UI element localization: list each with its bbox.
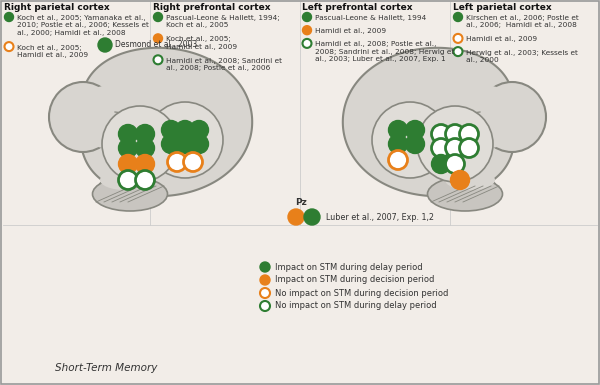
Circle shape [302,26,311,35]
Ellipse shape [92,177,167,211]
Ellipse shape [443,175,497,205]
Text: Desmond et al., 2003: Desmond et al., 2003 [115,40,197,50]
Circle shape [260,262,270,272]
Ellipse shape [100,170,150,190]
Circle shape [136,171,155,189]
Circle shape [119,139,137,157]
Text: Impact on STM during delay period: Impact on STM during delay period [275,263,422,271]
Circle shape [389,151,407,169]
Text: Kirschen et al., 2006; Postle et
al., 2006;  Hamidi et al., 2008: Kirschen et al., 2006; Postle et al., 20… [466,15,579,28]
Circle shape [136,154,155,174]
Text: Pz: Pz [295,198,307,207]
Text: Left prefrontal cortex: Left prefrontal cortex [302,3,413,12]
Circle shape [406,121,425,139]
Circle shape [389,121,407,139]
Circle shape [304,209,320,225]
Circle shape [451,171,470,189]
Circle shape [454,47,463,56]
Circle shape [454,12,463,22]
Text: Hamidi et al., 2009: Hamidi et al., 2009 [315,28,386,34]
Circle shape [445,139,464,157]
Circle shape [372,102,448,178]
Text: Short-Term Memory: Short-Term Memory [55,363,157,373]
Circle shape [154,55,163,64]
Circle shape [460,124,479,144]
Circle shape [417,106,493,182]
Circle shape [102,106,178,182]
Circle shape [431,154,451,174]
Circle shape [176,134,194,154]
Text: Luber et al., 2007, Exp. 1,2: Luber et al., 2007, Exp. 1,2 [326,213,434,221]
Text: Impact on STM during decision period: Impact on STM during decision period [275,276,434,285]
Circle shape [167,152,187,171]
Text: Hamidi et al., 2009: Hamidi et al., 2009 [466,37,537,42]
Circle shape [431,124,451,144]
Circle shape [161,121,181,139]
Circle shape [5,42,14,51]
Text: Right prefrontal cortex: Right prefrontal cortex [153,3,271,12]
Circle shape [260,288,270,298]
Ellipse shape [77,86,133,148]
Circle shape [288,209,304,225]
Circle shape [190,121,209,139]
Text: No impact on STM during delay period: No impact on STM during delay period [275,301,437,310]
Circle shape [119,171,137,189]
Text: Koch et al., 2005; Yamanaka et al.,
2010; Postle et al., 2006; Kessels et
al., 2: Koch et al., 2005; Yamanaka et al., 2010… [17,15,149,35]
Circle shape [161,134,181,154]
Circle shape [431,139,451,157]
Circle shape [445,124,464,144]
Circle shape [406,134,425,154]
Circle shape [260,301,270,311]
Ellipse shape [478,82,546,152]
Circle shape [154,34,163,43]
Circle shape [302,39,311,48]
Text: Left parietal cortex: Left parietal cortex [453,3,551,12]
Circle shape [445,154,464,174]
Text: Hamidi et al., 2008; Sandrini et
al., 2008; Postle et al., 2006: Hamidi et al., 2008; Sandrini et al., 20… [166,58,282,71]
Circle shape [136,124,155,144]
Circle shape [119,154,137,174]
Circle shape [389,134,407,154]
Ellipse shape [427,177,503,211]
Circle shape [147,102,223,178]
Circle shape [454,34,463,43]
Circle shape [302,12,311,22]
Circle shape [5,12,14,22]
Circle shape [136,139,155,157]
Text: Koch et al., 2005;
Hamidi et al., 2009: Koch et al., 2005; Hamidi et al., 2009 [166,37,237,50]
Text: No impact on STM during decision period: No impact on STM during decision period [275,288,448,298]
Circle shape [184,152,203,171]
Text: Hamidi et al., 2008; Postle et al.,
2008; Sandrini et al., 2008; Herwig et
al., : Hamidi et al., 2008; Postle et al., 2008… [315,42,454,62]
Circle shape [460,139,479,157]
Circle shape [176,121,194,139]
Circle shape [190,134,209,154]
Ellipse shape [97,175,152,205]
Ellipse shape [463,86,517,148]
Text: Right parietal cortex: Right parietal cortex [4,3,110,12]
Polygon shape [79,48,252,196]
Ellipse shape [49,82,117,152]
Text: Pascual-Leone & Hallett, 1994;
Koch et al., 2005: Pascual-Leone & Hallett, 1994; Koch et a… [166,15,280,28]
Text: Herwig et al., 2003; Kessels et
al., 2000: Herwig et al., 2003; Kessels et al., 200… [466,50,578,63]
Text: Koch et al., 2005;
Hamidi et al., 2009: Koch et al., 2005; Hamidi et al., 2009 [17,45,88,58]
Circle shape [98,38,112,52]
Circle shape [119,124,137,144]
Text: Pascual-Leone & Hallett, 1994: Pascual-Leone & Hallett, 1994 [315,15,426,21]
Polygon shape [343,48,515,196]
Circle shape [154,12,163,22]
Ellipse shape [445,170,495,190]
Circle shape [260,275,270,285]
